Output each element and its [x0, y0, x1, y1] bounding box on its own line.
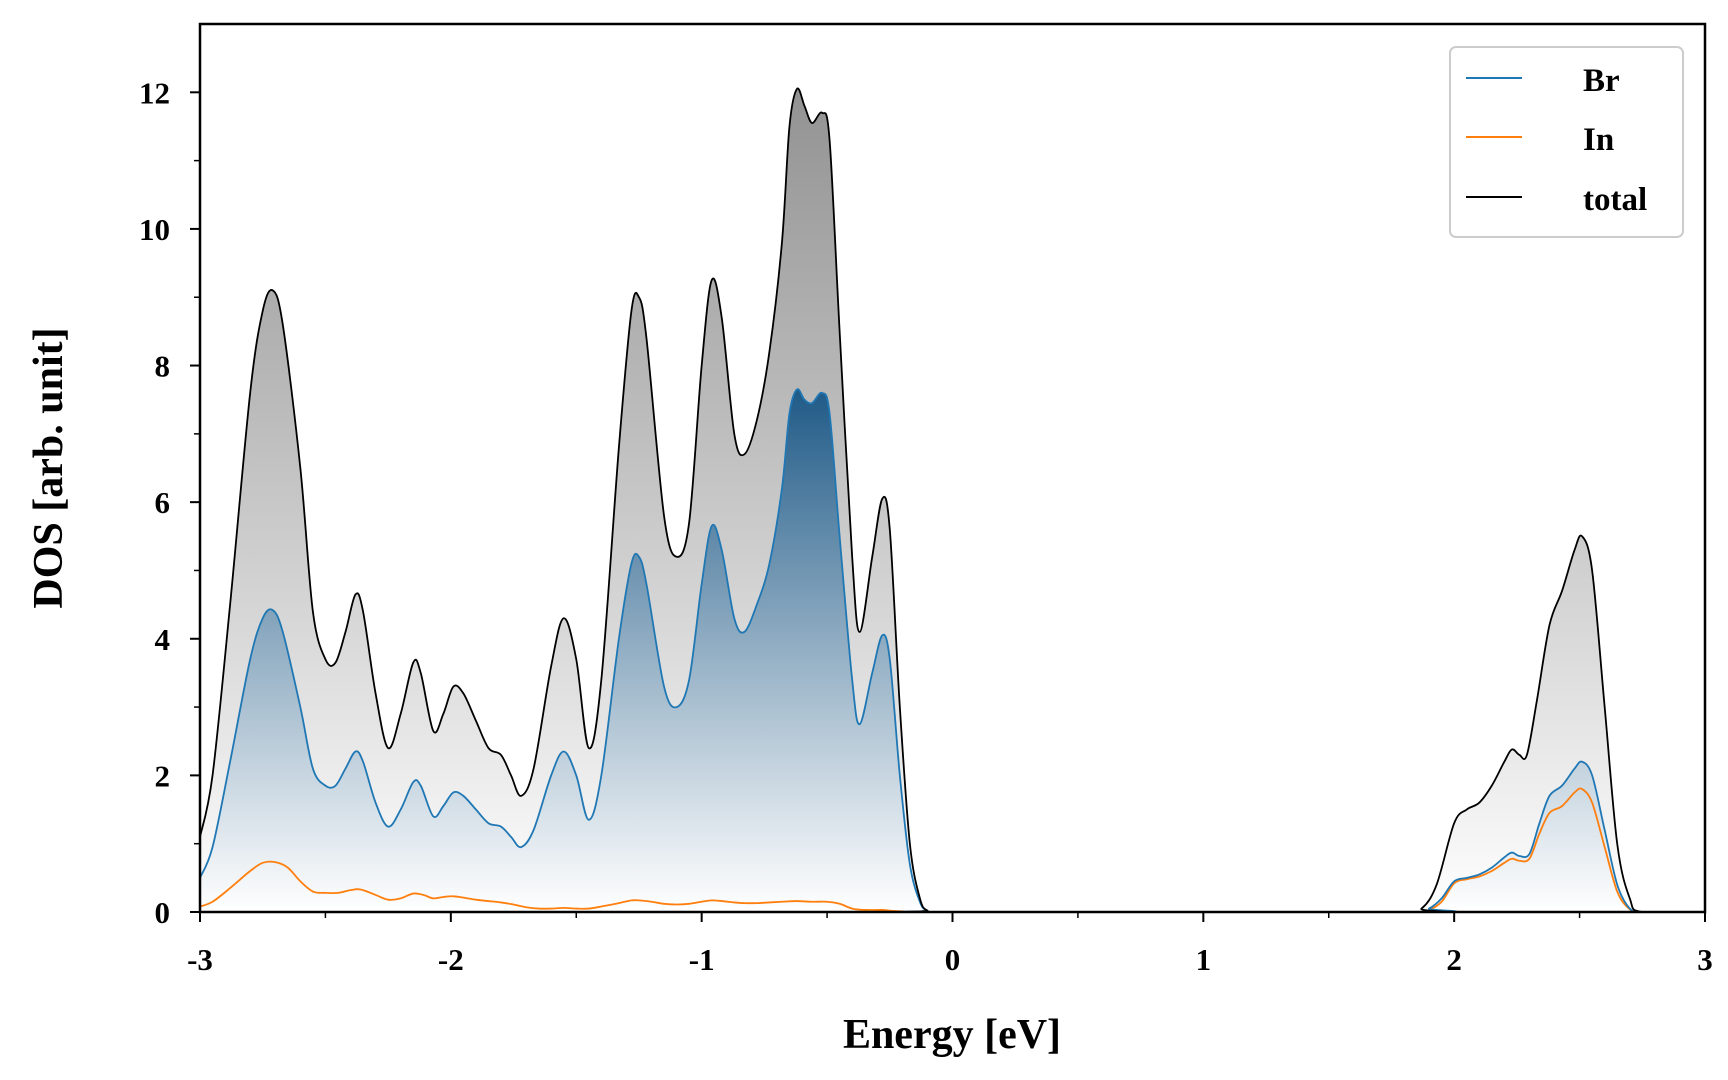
area-fills — [200, 88, 1705, 912]
y-tick-label: 12 — [139, 75, 170, 110]
series-lines — [200, 87, 1705, 912]
series-line-in — [200, 787, 1705, 912]
x-tick-label: -2 — [438, 942, 464, 977]
x-tick-label: 1 — [1196, 942, 1212, 977]
y-tick-label: 8 — [155, 349, 171, 384]
y-tick-label: 4 — [155, 622, 171, 657]
legend-label-in: In — [1583, 122, 1614, 158]
area-fill-total — [200, 88, 1705, 912]
x-tick-label: 2 — [1446, 942, 1462, 977]
x-tick-label: 3 — [1697, 942, 1713, 977]
x-axis-title: Energy [eV] — [843, 1012, 1061, 1058]
legend-label-br: Br — [1583, 63, 1620, 99]
y-axis-title: DOS [arb. unit] — [26, 327, 72, 608]
y-tick-label: 10 — [139, 212, 170, 247]
legend-frame — [1449, 46, 1684, 238]
x-tick-label: -3 — [187, 942, 213, 977]
legend-label-total: total — [1583, 182, 1647, 218]
area-fill-br — [200, 389, 1705, 912]
y-tick-label: 6 — [155, 485, 171, 520]
legend: Br In total — [1449, 46, 1684, 238]
x-tick-label: 0 — [945, 942, 961, 977]
y-tick-label: 0 — [155, 895, 171, 930]
y-tick-label: 2 — [155, 758, 171, 793]
series-line-total — [200, 87, 1705, 912]
series-line-br — [200, 388, 1705, 912]
x-tick-label: -1 — [689, 942, 715, 977]
